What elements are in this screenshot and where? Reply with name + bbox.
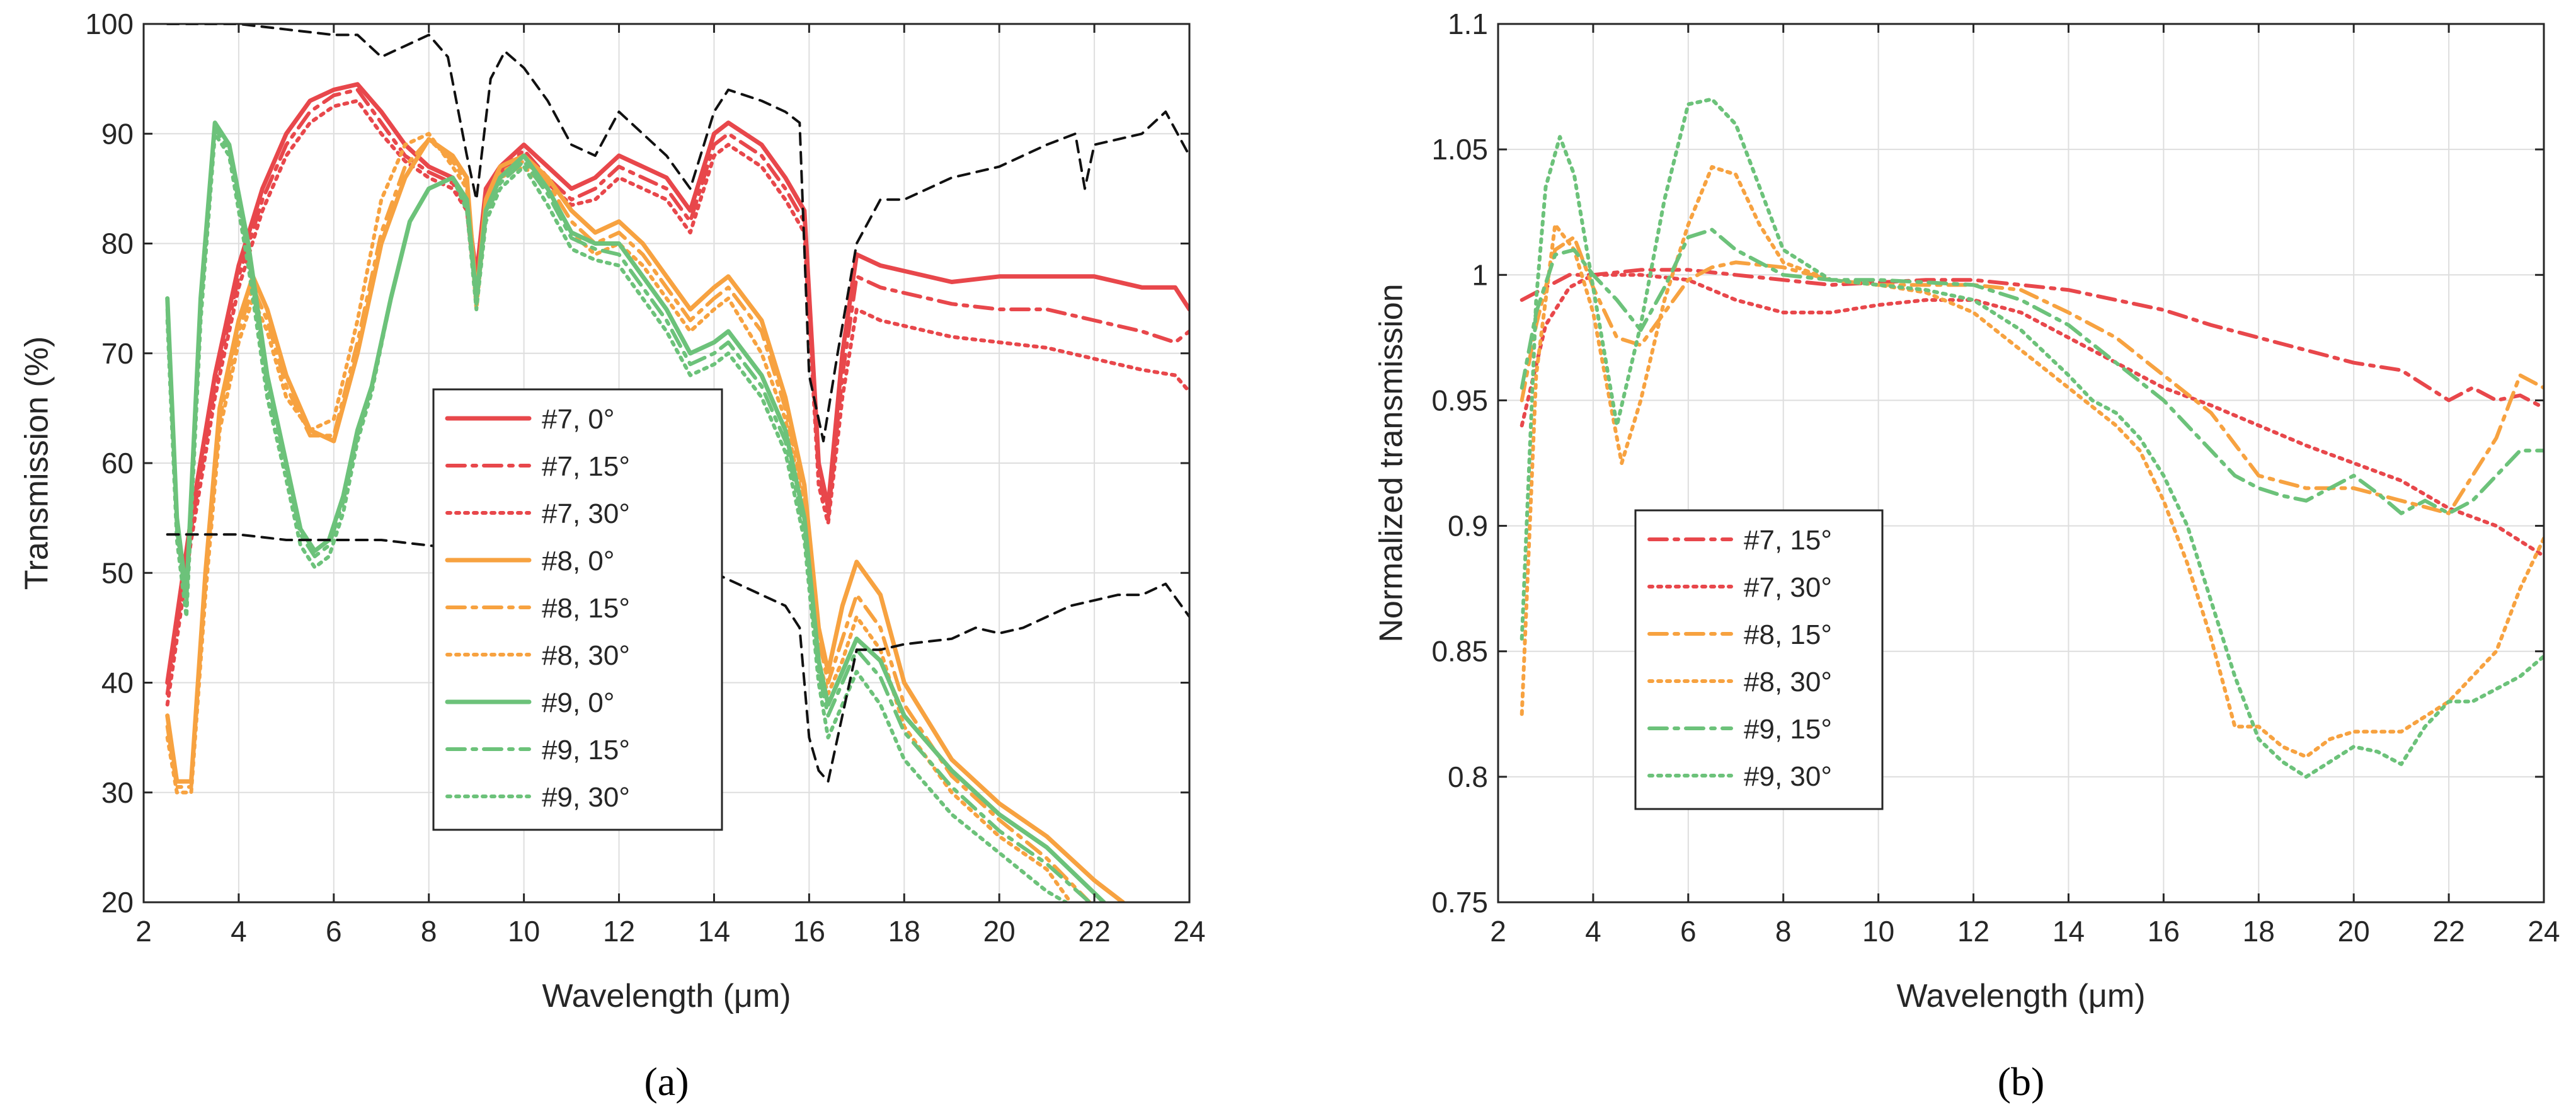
panel-a-y-ticks: 20 30 40 50 60 70 80 90 100 [85,8,1189,919]
legend-entry-label: #8, 30° [1744,667,1832,697]
x-tick-label: 14 [698,915,730,948]
x-tick-label: 22 [1079,915,1111,948]
x-tick-label: 12 [1957,915,1989,948]
series-line--8-15 [165,137,1092,902]
panel-b-label: (b) [1998,1059,2045,1104]
y-tick-label: 1.1 [1448,8,1488,40]
series-line--9-30 [1520,97,2544,779]
legend-entry-label: #7, 0° [542,404,614,435]
panel-a-series [165,24,1189,902]
x-tick-label: 22 [2433,915,2465,948]
x-tick-label: 16 [2148,915,2180,948]
legend-entry-label: #9, 15° [1744,714,1832,745]
x-tick-label: 10 [1862,915,1894,948]
y-tick-label: 50 [101,556,134,589]
x-tick-label: 16 [793,915,825,948]
y-tick-label: 40 [101,667,134,699]
panel-b-y-axis-label: Normalized transmission [1373,284,1410,642]
legend-entry-label: #8, 15° [542,593,630,624]
y-tick-label: 60 [101,447,134,479]
x-tick-label: 10 [508,915,540,948]
legend-entry-label: #9, 30° [1744,761,1832,792]
legend-entry-label: #8, 15° [1744,619,1832,650]
legend-entry-label: #9, 15° [542,735,630,766]
y-tick-label: 0.8 [1448,760,1488,793]
x-tick-label: 14 [2052,915,2085,948]
series-line--9-30 [165,132,1068,902]
series-line-reference-upper [166,24,1189,443]
legend-entry-label: #9, 30° [542,782,630,813]
series-line--7-30 [165,99,1189,707]
y-tick-label: 1.05 [1431,133,1488,166]
x-tick-label: 4 [1585,915,1601,948]
panel-b-x-ticks: 2 4 6 8 10 12 14 16 18 20 22 24 [1490,24,2560,948]
y-tick-label: 80 [101,227,134,260]
legend-box [432,388,723,831]
panel-a-chart: 2 4 6 8 10 12 14 16 18 20 22 24 2030405060708090100… [19,8,1206,1104]
panel-b-legend: #7, 15° #7, 30° #8, 15° #8, 30° #9, 15° #9, 3… [1634,509,1884,810]
series-line--7-15 [165,88,1189,696]
panel-a-x-axis-label: Wavelength (μm) [542,978,791,1014]
legend-entry-label: #9, 0° [542,687,614,718]
legend-entry-label: #7, 15° [1744,525,1832,556]
panel-b-series [1520,97,2544,779]
series-line-reference-lower [166,533,1189,783]
series-line--9-15 [1520,227,2544,515]
y-tick-label: 0.9 [1448,510,1488,542]
legend-entry-label: #7, 15° [542,451,630,482]
x-tick-label: 20 [2338,915,2370,948]
x-tick-label: 18 [2243,915,2275,948]
y-tick-label: 90 [101,117,134,150]
x-tick-label: 18 [888,915,920,948]
y-tick-label: 0.85 [1431,635,1488,668]
legend-entry-label: #8, 30° [542,640,630,671]
series-line--7-0 [165,82,1189,685]
panel-a-x-ticks: 2 4 6 8 10 12 14 16 18 20 22 24 [135,24,1206,948]
y-tick-label: 70 [101,337,134,370]
x-tick-label: 24 [1173,915,1205,948]
x-tick-label: 8 [421,915,437,948]
panel-b-chart: 2 4 6 8 10 12 14 16 18 20 22 24 0.750.80.850.90.951… [1373,8,2560,1104]
y-tick-label: 0.75 [1431,886,1488,919]
series-line--8-30 [1520,165,2544,759]
legend-entry-label: #8, 0° [542,546,614,577]
x-tick-label: 12 [603,915,635,948]
x-tick-label: 4 [231,915,247,948]
y-tick-label: 20 [101,886,134,919]
x-tick-label: 2 [135,915,152,948]
x-tick-label: 24 [2527,915,2560,948]
x-tick-label: 6 [326,915,342,948]
panel-b-x-axis-label: Wavelength (μm) [1896,978,2145,1014]
panel-a-y-axis-label: Transmission (%) [19,336,55,590]
series-line--9-15 [165,126,1092,902]
y-tick-label: 0.95 [1431,384,1488,416]
x-tick-label: 6 [1680,915,1697,948]
series-line--8-0 [165,137,1125,902]
legend-entry-label: #7, 30° [542,498,630,529]
panel-b-axes-frame [1497,23,2545,904]
x-tick-label: 8 [1775,915,1792,948]
y-tick-label: 100 [85,8,134,40]
series-line--7-15 [1520,268,2544,410]
x-tick-label: 20 [983,915,1016,948]
x-tick-label: 2 [1490,915,1506,948]
panel-a-label: (a) [644,1059,689,1104]
series-line--8-15 [1520,235,2544,515]
panel-a-legend: #7, 0° #7, 15° #7, 30° #8, 0° #8, 15° #8, 30°… [432,388,723,831]
panel-b-y-ticks: 0.75 0.8 0.85 0.9 0.95 1 1.05 1.1 [1431,8,2544,919]
y-tick-label: 1 [1472,258,1488,291]
series-line--7-30 [1520,273,2544,558]
legend-entry-label: #7, 30° [1744,572,1832,603]
legend-box [1634,509,1884,810]
y-tick-label: 30 [101,776,134,809]
